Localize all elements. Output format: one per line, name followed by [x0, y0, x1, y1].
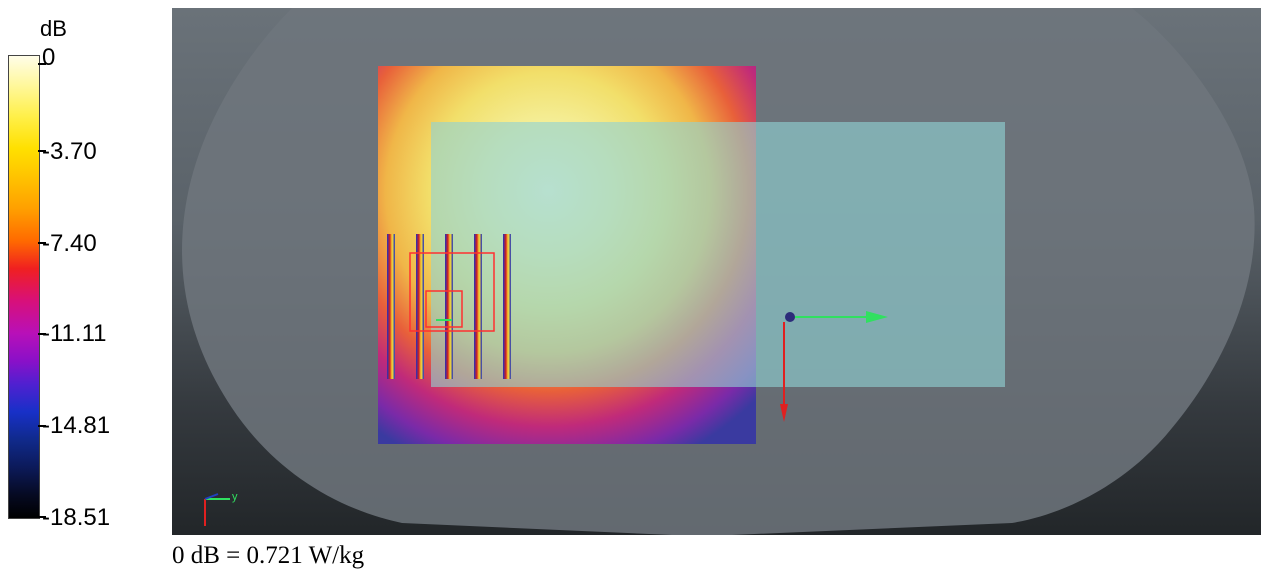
triad-y-label: y	[232, 491, 238, 503]
zoom-scan-outline	[425, 290, 463, 328]
antenna-stripe	[416, 234, 424, 379]
scan-region-outline	[409, 252, 495, 332]
legend-unit: dB	[40, 16, 67, 41]
origin-dot	[785, 312, 795, 322]
antenna-stripe	[387, 234, 395, 379]
legend-color-bar	[8, 55, 40, 519]
legend-tick	[38, 425, 46, 427]
axis-x-arrow	[866, 311, 888, 323]
color-scale-legend: dB 0 -3.70 -7.40 -11.11 -14.81 -18.51	[0, 0, 170, 540]
legend-label-4: -14.81	[42, 412, 111, 439]
axis-y-arrow	[780, 404, 788, 422]
sar-3d-viewport[interactable]: y	[172, 8, 1261, 535]
antenna-stripe	[445, 234, 453, 379]
legend-label-3: -11.11	[42, 320, 107, 347]
legend-label-2: -7.40	[42, 230, 97, 257]
sar-scene: y	[182, 8, 1255, 535]
legend-tick	[38, 150, 46, 152]
device-overlay	[431, 122, 1005, 387]
legend-tick	[38, 516, 46, 518]
legend-tick	[38, 63, 46, 65]
legend-label-0: 0	[42, 44, 56, 71]
antenna-stripe	[503, 234, 511, 379]
legend-tick	[38, 333, 46, 335]
legend-label-1: -3.70	[42, 138, 97, 165]
reference-caption: 0 dB = 0.721 W/kg	[172, 542, 365, 569]
triad-w	[204, 493, 219, 500]
legend-tick	[38, 242, 46, 244]
legend-label-5: -18.51	[42, 504, 111, 531]
antenna-stripe	[474, 234, 482, 379]
